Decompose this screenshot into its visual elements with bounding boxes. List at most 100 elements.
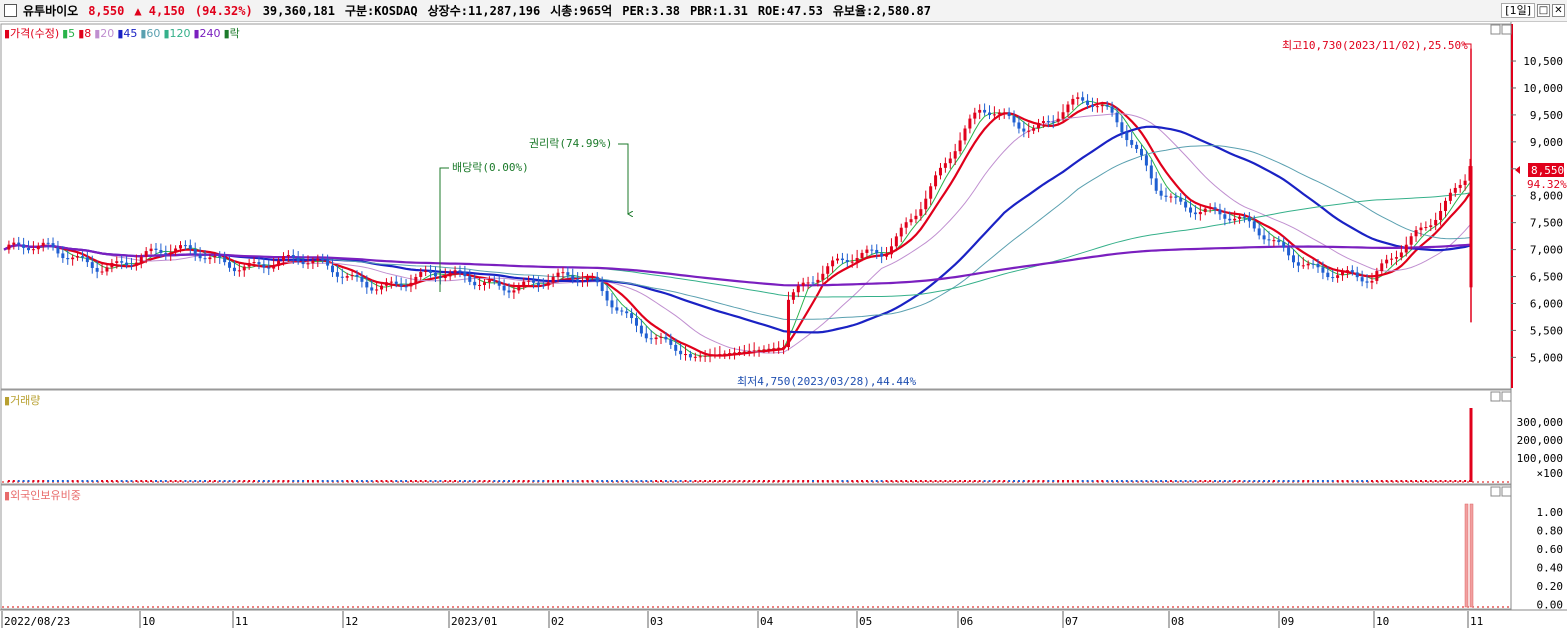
legend-item[interactable]: ▮120 [163, 27, 191, 40]
candle-body [394, 281, 398, 284]
volume-bar [341, 480, 344, 482]
volume-bar [1037, 480, 1040, 482]
candle-body [1336, 275, 1340, 278]
candle-body [409, 282, 413, 287]
volume-bar [370, 480, 373, 482]
candle-body [546, 282, 550, 286]
reserve-ratio: 유보율:2,580.87 [832, 4, 932, 18]
candle-body [595, 276, 599, 283]
volume-bar [1248, 480, 1251, 482]
legend-item[interactable]: ▮20 [94, 27, 115, 40]
panel-controls[interactable] [1490, 24, 1512, 497]
stock-name: 유투바이오 [23, 4, 79, 18]
volume-bar [1233, 480, 1236, 482]
volume-tick-label: 300,000 [1517, 416, 1563, 429]
candle-body [1370, 280, 1374, 283]
candle-body [1267, 239, 1271, 241]
volume-bar [1047, 480, 1050, 482]
legend-item[interactable]: ▮8 [78, 27, 92, 40]
candle-body [66, 258, 70, 260]
volume-bar [517, 480, 520, 482]
candle-body [1252, 221, 1256, 229]
candle-body [875, 249, 879, 254]
volume-bar [32, 480, 35, 482]
candle-body [149, 248, 153, 252]
candle-body [1272, 240, 1276, 242]
legend-item[interactable]: ▮가격(수정) [4, 27, 60, 40]
volume-bar [581, 480, 584, 482]
candle-body [286, 254, 290, 257]
candle-body [129, 265, 133, 267]
candle-body [1002, 112, 1006, 114]
volume-bar [709, 480, 712, 482]
candle-body [31, 249, 35, 251]
candle-body [1311, 263, 1315, 265]
candle-body [1291, 255, 1295, 263]
candle-body [1144, 155, 1148, 166]
volume-bar [287, 480, 290, 482]
select-checkbox[interactable] [4, 4, 17, 17]
candle-body [909, 219, 913, 223]
volume-bar [1341, 480, 1344, 482]
volume-bar [527, 480, 530, 482]
candle-body [752, 350, 756, 352]
volume-bar [547, 480, 550, 482]
candle-body [252, 262, 256, 264]
candle-body [179, 245, 183, 249]
volume-bar [718, 480, 721, 482]
foreign-bar [1469, 503, 1474, 608]
volume-bar [508, 480, 511, 482]
volume-bar [689, 480, 692, 482]
date-tick-label: 12 [345, 615, 358, 628]
candle-body [478, 284, 482, 286]
candle-body [615, 307, 619, 311]
volume-bar [493, 480, 496, 482]
candle-body [1223, 214, 1227, 219]
legend-item[interactable]: ▮5 [62, 27, 76, 40]
legend-item[interactable]: ▮240 [193, 27, 221, 40]
candle-body [335, 272, 339, 277]
candle-body [281, 256, 285, 261]
period-selector[interactable]: [1일] [1501, 3, 1535, 18]
volume-bar [1228, 480, 1231, 482]
candle-body [203, 258, 207, 260]
legend-item[interactable]: ▮60 [140, 27, 161, 40]
candle-body [870, 249, 874, 251]
volume-bar [738, 480, 741, 482]
candle-body [639, 325, 643, 334]
volume-bar [762, 480, 765, 482]
last-price-label: 8,550 [1531, 164, 1564, 177]
volume-bar [346, 480, 349, 482]
volume-bar [1179, 480, 1182, 482]
candle-body [845, 260, 849, 263]
maximize-icon[interactable]: □ [1537, 4, 1550, 17]
volume-bar [1302, 480, 1305, 482]
chart-canvas[interactable]: 5,0005,5006,0006,5007,0007,5008,0008,500… [0, 22, 1567, 630]
volume-bar [1464, 480, 1467, 482]
last-pct-label: 94.32% [1527, 178, 1567, 191]
date-tick-label: 11 [235, 615, 248, 628]
candle-body [424, 270, 428, 273]
volume-bar [826, 480, 829, 482]
candle-body [1179, 197, 1183, 202]
volume-bar [1017, 480, 1020, 482]
volume-bar [1282, 480, 1285, 482]
volume-bar [91, 480, 94, 482]
foreign-tick-label: 0.00 [1537, 599, 1564, 612]
legend-item[interactable]: ▮45 [117, 27, 138, 40]
candle-body [968, 118, 972, 129]
candle-body [237, 270, 241, 272]
volume-bar [208, 480, 211, 482]
volume-bar [135, 480, 138, 482]
foreign-tick-label: 0.40 [1537, 562, 1564, 575]
candle-body [1341, 271, 1345, 276]
volume-bar [679, 480, 682, 482]
candle-body [978, 109, 982, 113]
candle-body [213, 255, 217, 258]
legend-item[interactable]: ▮락 [223, 27, 240, 40]
volume-bar [733, 480, 736, 482]
candle-body [654, 337, 658, 340]
volume-bar [1243, 480, 1246, 482]
close-icon[interactable]: ✕ [1552, 4, 1565, 17]
volume-bar [292, 480, 295, 482]
